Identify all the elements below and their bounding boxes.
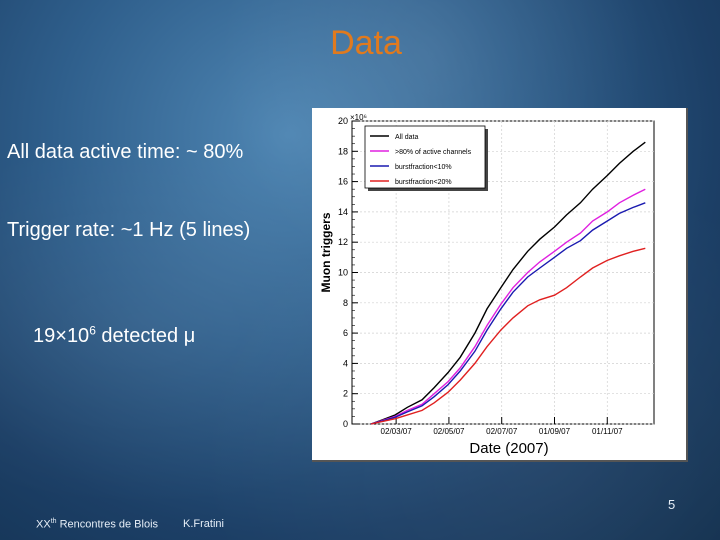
legend-entry-2: >80% of active channels xyxy=(395,149,472,156)
y-tick-label: 2 xyxy=(343,389,348,399)
bullet-trigger-rate: Trigger rate: ~1 Hz (5 lines) xyxy=(7,219,251,241)
slide-title: Data xyxy=(330,24,402,62)
y-tick-label: 6 xyxy=(343,328,348,338)
y-axis-title: Muon triggers xyxy=(319,212,333,292)
detected-label: detected xyxy=(95,325,184,347)
detected-count: 19 xyxy=(33,325,56,347)
power-base: 10 xyxy=(66,325,90,347)
series-line-3 xyxy=(370,202,646,425)
x-tick-label: 02/07/07 xyxy=(486,427,518,436)
y-tick-label: 0 xyxy=(343,419,348,429)
conference-prefix: XX xyxy=(36,518,51,531)
legend-entry-1: All data xyxy=(395,134,418,141)
chart-panel: 0 2 4 6 8 10 12 14 16 18 20 ×10⁶ 02/03/07 02/05/07 02/… xyxy=(312,108,688,462)
bullet-active-time: All data active time: ~ 80% xyxy=(7,141,244,163)
power-exponent: 6 xyxy=(89,323,96,338)
x-axis-title: Date (2007) xyxy=(469,440,548,457)
times-sign: × xyxy=(55,325,67,347)
x-tick-label: 01/11/07 xyxy=(592,427,623,436)
bullet-detected-muons: 19×106 detected μ xyxy=(33,323,196,348)
y-tick-label: 18 xyxy=(338,146,348,156)
x-tick-label: 02/05/07 xyxy=(433,427,465,436)
series-line-1 xyxy=(370,141,646,425)
x-tick-label: 02/03/07 xyxy=(381,427,413,436)
muon-triggers-chart: 0 2 4 6 8 10 12 14 16 18 20 ×10⁶ 02/03/07 02/05/07 02/… xyxy=(319,113,655,457)
y-tick-label: 20 xyxy=(338,116,348,126)
mu-symbol: μ xyxy=(183,325,196,347)
y-tick-label: 16 xyxy=(338,177,348,187)
page-number: 5 xyxy=(668,497,676,512)
series-line-2 xyxy=(370,188,646,425)
y-tick-label: 14 xyxy=(338,207,348,217)
y-multiplier-label: ×10⁶ xyxy=(350,113,367,122)
y-tick-label: 8 xyxy=(343,298,348,308)
footer-conference: XXth Rencontres de Blois xyxy=(36,518,158,531)
legend-entry-4: burstfraction<20% xyxy=(395,179,452,186)
y-tick-label: 12 xyxy=(338,237,348,247)
y-tick-label: 10 xyxy=(338,268,348,278)
y-tick-label: 4 xyxy=(343,358,348,368)
series-line-4 xyxy=(370,247,646,425)
legend-entry-3: burstfraction<10% xyxy=(395,164,452,171)
footer-author: K.Fratini xyxy=(183,518,224,530)
conference-superscript: th xyxy=(50,518,57,525)
x-tick-label: 01/09/07 xyxy=(539,427,571,436)
conference-name: Rencontres de Blois xyxy=(56,518,159,531)
